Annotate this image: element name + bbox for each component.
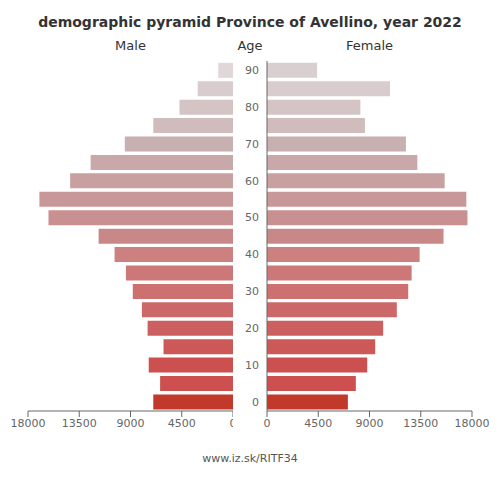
svg-text:10: 10: [245, 359, 259, 372]
svg-text:70: 70: [245, 138, 259, 151]
svg-text:60: 60: [245, 175, 259, 188]
svg-text:13500: 13500: [62, 417, 97, 430]
svg-text:0: 0: [264, 417, 271, 430]
svg-text:80: 80: [245, 101, 259, 114]
svg-text:50: 50: [245, 211, 259, 224]
svg-text:13500: 13500: [403, 417, 438, 430]
svg-text:0: 0: [230, 417, 234, 430]
svg-text:40: 40: [245, 248, 259, 261]
svg-text:90: 90: [245, 64, 259, 77]
html-text:Female: Female: [346, 38, 393, 53]
svg-text:30: 30: [245, 285, 259, 298]
html-text:www.iz.sk/RITF34: www.iz.sk/RITF34: [202, 452, 298, 465]
html-text:demographic pyramid Province o: demographic pyramid Province of Avellino…: [38, 14, 462, 30]
svg-text:18000: 18000: [455, 417, 490, 430]
html-text:Age: Age: [237, 38, 263, 53]
svg-text:9000: 9000: [356, 417, 384, 430]
svg-text:9000: 9000: [117, 417, 145, 430]
html-text:Male: Male: [115, 38, 146, 53]
svg-text:20: 20: [245, 322, 259, 335]
svg-text:4500: 4500: [304, 417, 332, 430]
svg-text:0: 0: [252, 396, 259, 409]
svg-text:4500: 4500: [168, 417, 196, 430]
svg-text:18000: 18000: [11, 417, 46, 430]
